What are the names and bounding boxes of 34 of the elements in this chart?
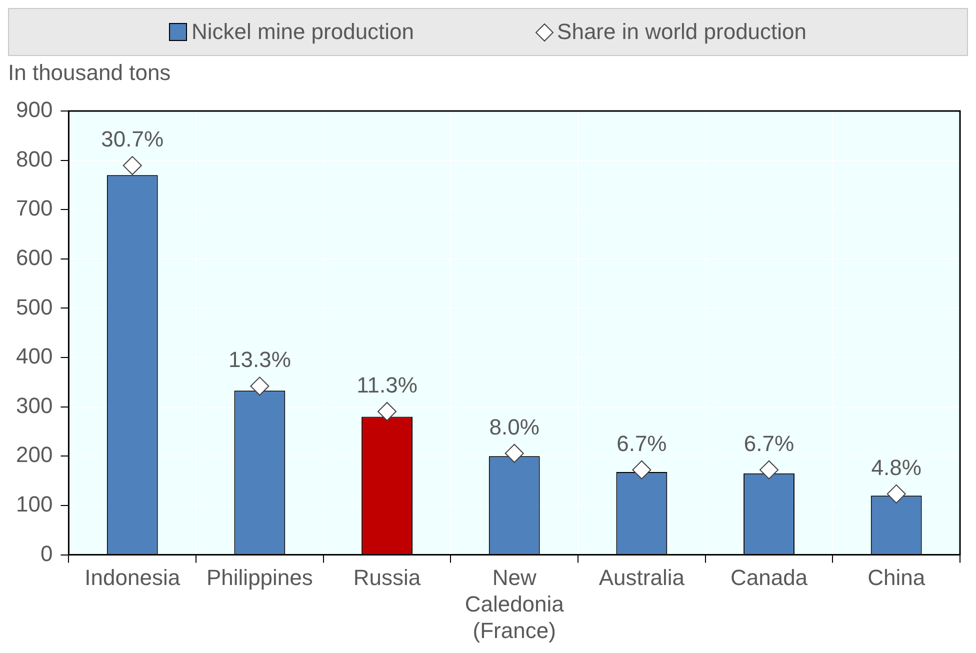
data-label: 13.3% bbox=[228, 347, 291, 372]
y-tick-label: 800 bbox=[16, 146, 53, 172]
y-tick-label: 100 bbox=[16, 492, 53, 517]
data-label: 6.7% bbox=[744, 430, 794, 456]
point bbox=[632, 460, 652, 480]
data-label: 4.8% bbox=[871, 455, 922, 480]
y-tick-label: 300 bbox=[16, 392, 53, 418]
x-tick-label: New Caledonia (France) bbox=[464, 565, 565, 643]
point bbox=[504, 444, 524, 463]
point bbox=[250, 376, 270, 396]
x-tick-label: Australia bbox=[598, 565, 686, 590]
x-tick-label: China bbox=[868, 565, 926, 590]
point bbox=[760, 460, 779, 480]
y-tick-label: 0 bbox=[40, 540, 53, 566]
data-label: 6.7% bbox=[616, 430, 667, 456]
data-label: 8.0% bbox=[489, 414, 540, 440]
y-tick-label: 500 bbox=[16, 294, 53, 320]
x-tick-label: Philippines bbox=[206, 565, 313, 590]
legend-label: Share in world production bbox=[557, 19, 807, 45]
point bbox=[886, 484, 906, 504]
y-tick-label: 200 bbox=[16, 442, 53, 468]
y-axis-title: In thousand tons bbox=[8, 60, 172, 87]
x-tick-label: Canada bbox=[730, 565, 808, 590]
y-tick-label: 700 bbox=[16, 196, 53, 221]
point bbox=[378, 402, 397, 422]
x-tick-label: Indonesia bbox=[84, 565, 181, 590]
legend-label: Nickel mine production bbox=[191, 19, 414, 45]
point bbox=[122, 156, 142, 176]
data-label: 30.7% bbox=[101, 126, 164, 152]
x-tick-label: Russia bbox=[353, 565, 422, 590]
y-tick-label: 400 bbox=[16, 344, 53, 369]
data-label: 11.3% bbox=[356, 372, 418, 398]
y-tick-label: 900 bbox=[16, 97, 53, 122]
y-tick-label: 600 bbox=[16, 244, 53, 270]
